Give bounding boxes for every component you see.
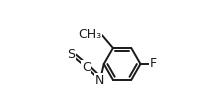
Text: N: N (95, 74, 105, 87)
Text: F: F (150, 57, 157, 70)
Text: S: S (67, 48, 75, 61)
Text: C: C (82, 61, 91, 74)
Text: CH₃: CH₃ (78, 29, 101, 41)
